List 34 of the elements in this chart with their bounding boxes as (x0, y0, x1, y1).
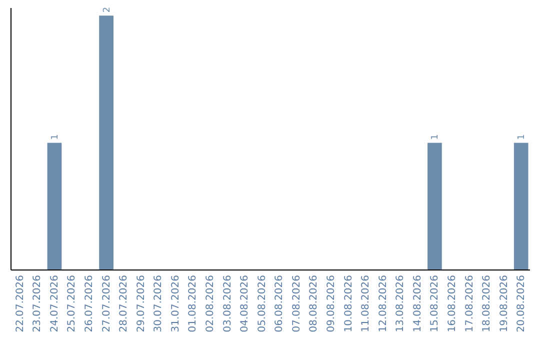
x-tick-label: 14.08.2026 (412, 275, 424, 332)
x-tick-label: 03.08.2026 (222, 275, 234, 332)
x-tick-label: 13.08.2026 (395, 275, 406, 332)
x-tick-label: 17.08.2026 (464, 275, 476, 332)
x-tick-label: 07.08.2026 (291, 275, 302, 332)
x-tick-label: 30.07.2026 (153, 275, 164, 332)
x-tick-label: 19.08.2026 (498, 275, 510, 332)
x-tick-label: 26.07.2026 (84, 275, 96, 332)
x-tick-label: 28.07.2026 (118, 275, 130, 332)
data-label: 2 (102, 6, 112, 13)
x-tick-label: 12.08.2026 (378, 275, 389, 332)
data-label: 1 (430, 134, 441, 140)
x-tick-label: 25.07.2026 (66, 275, 78, 332)
x-tick-label: 18.08.2026 (482, 275, 493, 332)
x-tick-label: 29.07.2026 (136, 275, 147, 332)
x-tick-label: 02.08.2026 (205, 275, 216, 332)
x-tick-label: 15.08.2026 (430, 275, 441, 332)
x-tick-label: 16.08.2026 (446, 275, 458, 332)
x-tick-label: 24.07.2026 (49, 275, 60, 332)
x-tick-label: 06.08.2026 (274, 275, 286, 332)
x-tick-label: 05.08.2026 (256, 275, 268, 332)
x-tick-label: 27.07.2026 (101, 275, 112, 332)
x-tick-label: 22.07.2026 (14, 275, 26, 332)
x-tick-label: 01.08.2026 (188, 275, 199, 332)
x-tick-label: 23.07.2026 (32, 275, 44, 332)
x-tick-label: 08.08.2026 (308, 275, 320, 332)
x-tick-label: 20.08.2026 (516, 275, 528, 332)
x-tick-label: 11.08.2026 (360, 275, 372, 332)
x-tick-label: 04.08.2026 (240, 275, 251, 332)
x-tick-label: 31.07.2026 (170, 275, 182, 332)
data-label: 1 (517, 134, 528, 140)
x-tick-label: 10.08.2026 (343, 275, 354, 332)
data-label: 1 (50, 134, 60, 140)
x-tick-label: 09.08.2026 (326, 275, 337, 332)
